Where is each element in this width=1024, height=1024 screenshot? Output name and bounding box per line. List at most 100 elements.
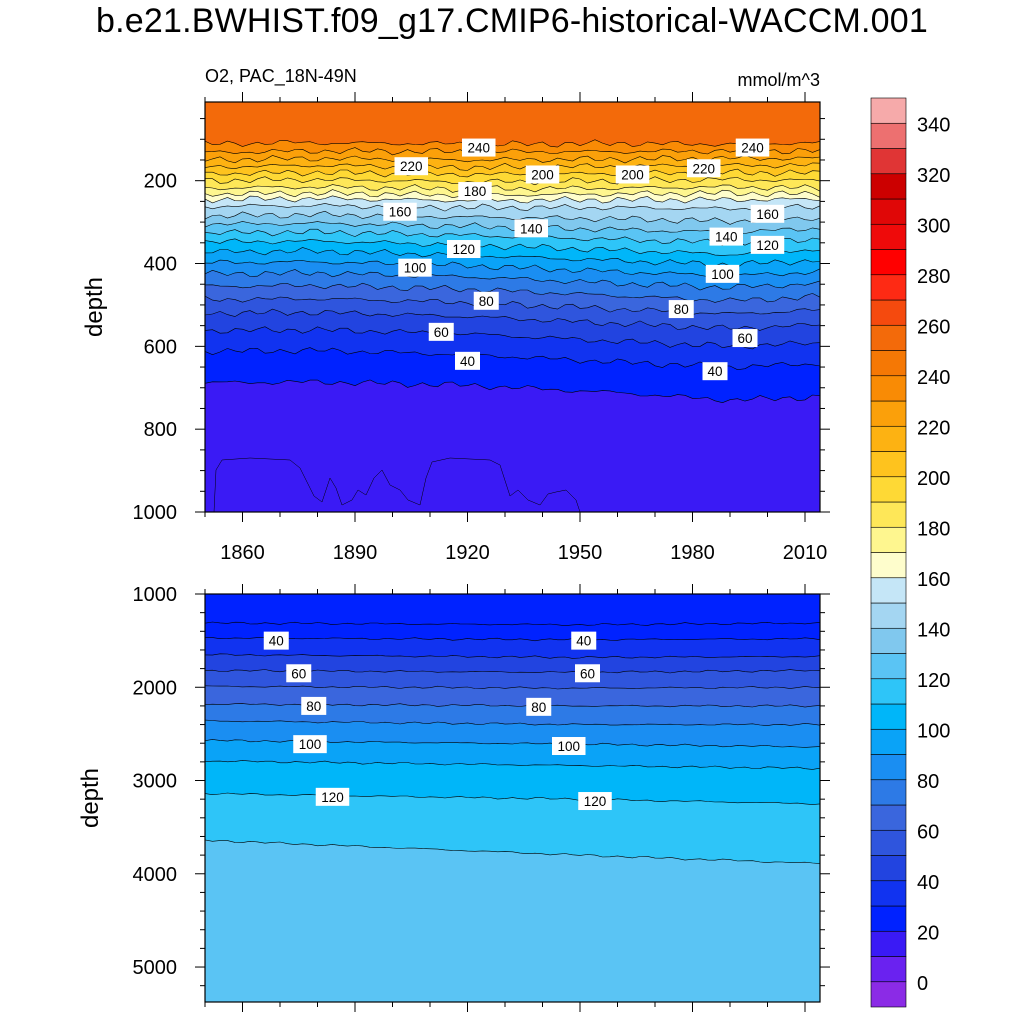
- upper-contour-label-box: [750, 204, 785, 223]
- lower-contour-label: 80: [301, 696, 327, 715]
- lower-contour-label-text: 100: [557, 739, 580, 754]
- lower-panel: 1000 2000 3000 4000 5000 depth 40 40 60 60 80 80 100…: [77, 584, 830, 1012]
- colorbar-swatch: [870, 754, 907, 781]
- colorbar-swatch: [870, 274, 907, 301]
- upper-contour-label: 160: [750, 204, 785, 223]
- lower-contour-label-text: 60: [291, 666, 306, 681]
- upper-panel-frame: [204, 101, 821, 513]
- upper-contour-label-box: [398, 258, 432, 277]
- lower-y-tick-label: 3000: [133, 771, 178, 793]
- upper-contour-label: 200: [525, 165, 560, 184]
- upper-y-tick-label: 1000: [133, 502, 178, 524]
- upper-contour-label-text: 140: [715, 230, 738, 245]
- upper-contour-label-box: [462, 138, 496, 157]
- lower-contour-label: 60: [575, 664, 600, 683]
- upper-contour-label-box: [705, 264, 740, 283]
- upper-contour-line-200: [205, 176, 820, 186]
- lower-contour-label: 120: [315, 787, 350, 806]
- units-label: mmol/m^3: [738, 70, 820, 90]
- upper-contour-label-text: 100: [711, 267, 734, 282]
- colorbar-tick-label: 20: [917, 922, 939, 944]
- colorbar-swatch: [870, 400, 907, 427]
- colorbar-tick-label: 240: [917, 367, 950, 389]
- upper-contour-label: 80: [668, 300, 694, 319]
- upper-contour-label-box: [455, 351, 480, 370]
- colorbar-swatch: [870, 602, 907, 629]
- colorbar-swatch: [870, 829, 907, 856]
- upper-contour-label-text: 60: [434, 325, 449, 340]
- colorbar-swatch: [870, 198, 907, 225]
- lower-contour-line-70: [205, 685, 820, 690]
- upper-contour-label-text: 60: [737, 331, 752, 346]
- upper-contour-label-box: [428, 322, 454, 341]
- upper-contour-label-box: [750, 235, 785, 254]
- colorbar-swatch: [870, 653, 907, 680]
- upper-contour-label-box: [394, 157, 428, 176]
- upper-contour-line-150: [205, 210, 820, 225]
- upper-contour-label: 140: [514, 219, 548, 238]
- lower-contour-line-50: [205, 653, 820, 659]
- upper-contour-label-box: [514, 219, 548, 238]
- upper-deep-low-o2-patch: [213, 457, 581, 512]
- colorbar-tick-label: 80: [917, 771, 939, 793]
- upper-contour-label-box: [473, 291, 499, 310]
- colorbar-swatch: [870, 981, 907, 1008]
- upper-contour-label: 120: [750, 235, 785, 254]
- lower-contour-line-90: [205, 719, 820, 726]
- upper-contour-line-190: [205, 184, 820, 193]
- upper-contour-label-text: 200: [621, 167, 644, 182]
- upper-contour-label-box: [615, 165, 650, 184]
- colorbar-tick-label: 0: [917, 973, 928, 995]
- lower-contour-label-box: [571, 631, 597, 650]
- upper-contour-label: 120: [447, 240, 481, 259]
- upper-contour-label: 240: [735, 138, 770, 157]
- page-title: b.e21.BWHIST.f09_g17.CMIP6-historical-WA…: [96, 2, 928, 40]
- upper-contour-label: 180: [458, 182, 492, 201]
- colorbar-swatch: [870, 375, 907, 402]
- upper-contour-line-240: [205, 146, 820, 156]
- upper-y-tick-label: 400: [144, 254, 177, 276]
- colorbar-swatch: [870, 223, 907, 250]
- lower-contour-label-box: [286, 664, 312, 683]
- upper-contour-label-text: 220: [692, 161, 715, 176]
- colorbar-swatch: [870, 703, 907, 730]
- lower-contour-fill: [205, 594, 820, 1002]
- lower-contour-label: 80: [526, 697, 552, 716]
- lower-contour-label: 40: [263, 631, 289, 650]
- upper-contour-label: 60: [428, 322, 454, 341]
- upper-y-axis-title: depth: [81, 277, 108, 337]
- x-tick-label: 2010: [783, 542, 828, 564]
- x-tick-label: 1980: [670, 542, 715, 564]
- colorbar-tick-label: 160: [917, 569, 950, 591]
- upper-contour-label-box: [687, 159, 721, 178]
- colorbar-swatch: [870, 804, 907, 831]
- lower-y-tick-label: 2000: [133, 677, 178, 699]
- lower-contour-label: 120: [578, 792, 612, 811]
- colorbar-tick-label: 140: [917, 619, 950, 641]
- upper-contour-label: 140: [709, 227, 743, 246]
- upper-contour-line-250: [205, 139, 820, 148]
- colorbar-swatch: [870, 930, 907, 957]
- lower-contour-label-text: 100: [299, 737, 322, 752]
- lower-contour-label-box: [315, 787, 350, 806]
- colorbar-swatch: [870, 956, 907, 983]
- colorbar-swatch: [870, 299, 907, 326]
- colorbar-swatch: [870, 324, 907, 351]
- colorbar-swatch: [870, 526, 907, 553]
- lower-contour-label-box: [301, 696, 327, 715]
- upper-contour-line-230: [205, 155, 820, 164]
- upper-contour-label-text: 120: [452, 242, 475, 257]
- lower-contour-label-box: [552, 737, 586, 756]
- colorbar-swatch: [870, 148, 907, 175]
- lower-contour-label-text: 80: [531, 700, 546, 715]
- colorbar-swatch: [870, 350, 907, 377]
- upper-contour-label: 220: [394, 157, 428, 176]
- lower-contour-label: 60: [286, 664, 312, 683]
- upper-contour-label: 160: [383, 202, 417, 221]
- lower-contour-line-40: [205, 637, 820, 642]
- x-tick-label: 1920: [445, 542, 490, 564]
- colorbar-swatch: [870, 855, 907, 882]
- upper-contour-label-text: 40: [707, 364, 722, 379]
- lower-band-130: [205, 839, 820, 1002]
